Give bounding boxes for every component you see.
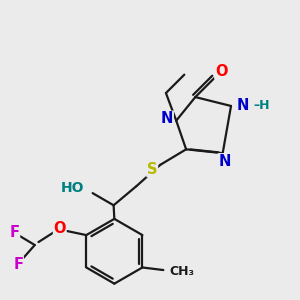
Text: O: O <box>215 64 227 79</box>
Text: O: O <box>53 221 66 236</box>
Text: N: N <box>218 154 231 169</box>
Text: –H: –H <box>253 99 270 112</box>
Text: HO: HO <box>61 181 84 195</box>
Text: F: F <box>10 225 20 240</box>
Text: CH₃: CH₃ <box>169 266 194 278</box>
Text: N: N <box>237 98 249 113</box>
Text: F: F <box>13 257 23 272</box>
Text: N: N <box>161 111 173 126</box>
Text: S: S <box>147 162 158 177</box>
